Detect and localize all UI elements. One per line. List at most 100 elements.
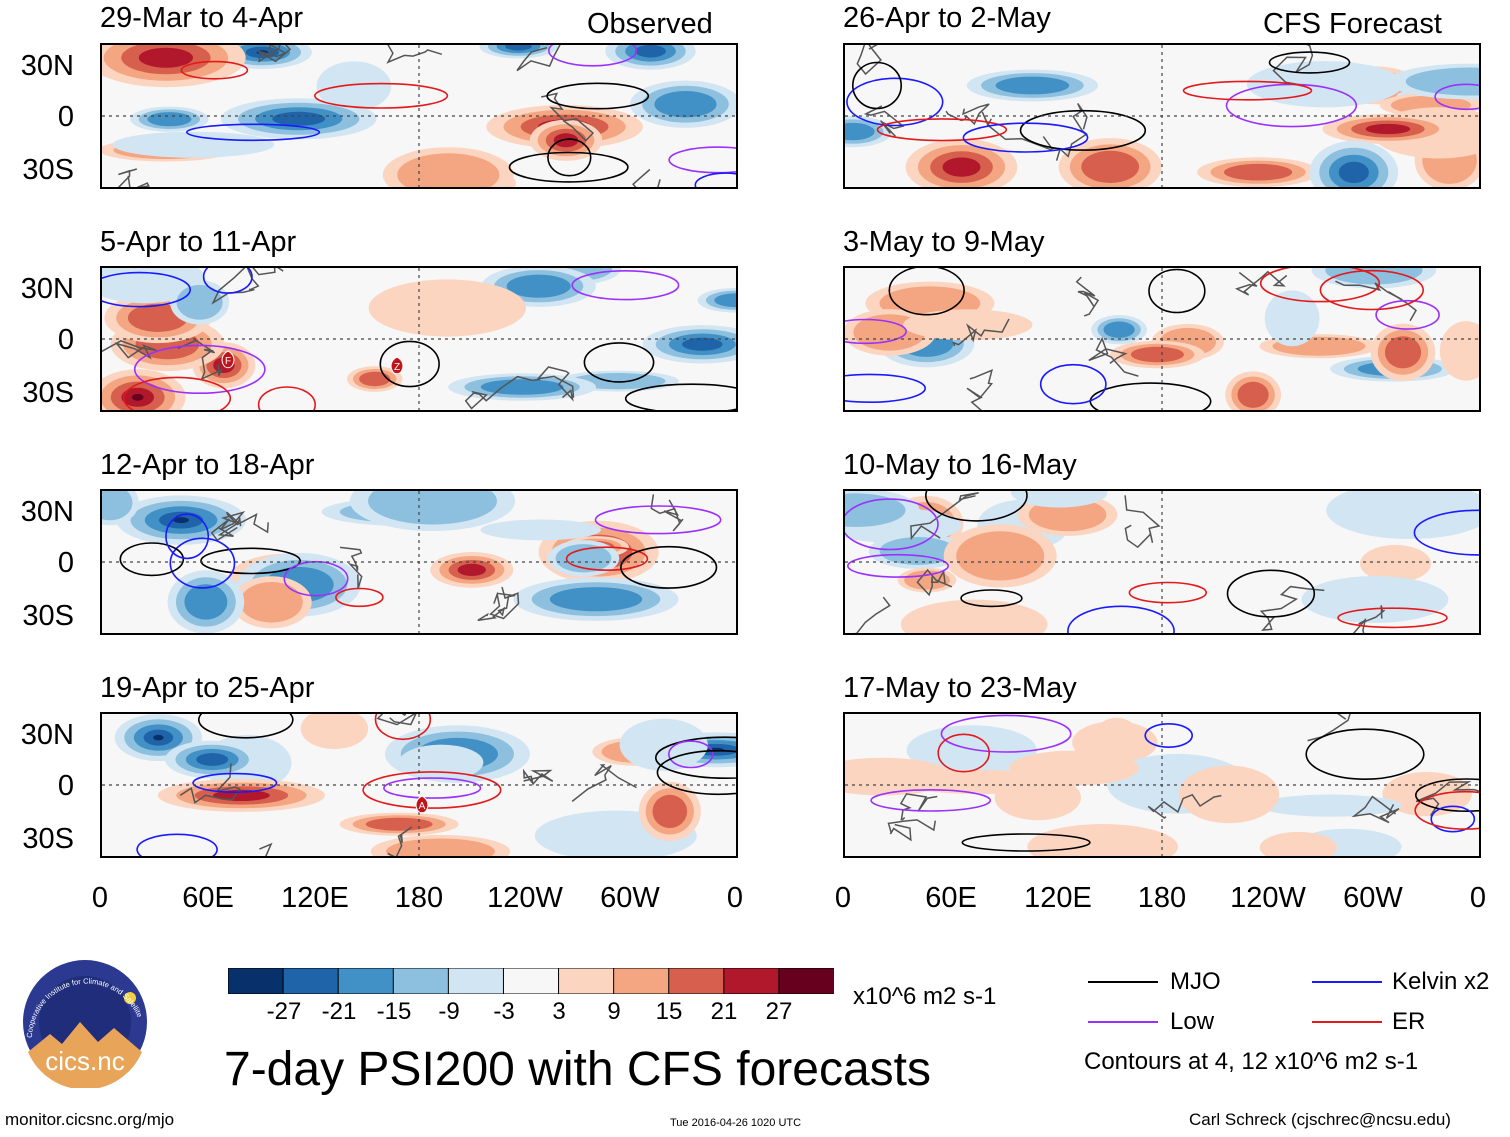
anomaly-shading [147,112,192,127]
legend-mjo-line [1088,970,1158,999]
coastline [1124,495,1161,549]
legend-low-label: Low [1170,1008,1215,1035]
contour-line [694,172,736,187]
footer-timestamp: Tue 2016-04-26 1020 UTC [670,1117,802,1129]
coastline [1259,585,1325,632]
anomaly-shading [906,725,1037,776]
lon-label: 60W [600,882,660,914]
contour-line [165,513,210,560]
contour-line [314,82,449,109]
lon-label: 180 [394,882,444,914]
contour-line [192,772,278,794]
coastline [522,768,554,786]
anomaly-shading [1237,381,1269,408]
contour-line [1434,83,1479,111]
legend-kelvin-label: Kelvin x2 [1392,968,1490,995]
map-graphic [102,268,736,410]
lon-label: 60E [182,882,234,914]
contour-line [937,733,990,773]
anomaly-shading [359,371,391,387]
anomaly-shading [480,379,564,395]
anomaly-shading [505,45,532,51]
anomaly-shading [457,563,486,576]
contour-line [119,542,185,577]
colorbar-tick: -3 [493,998,515,1025]
contour-line [870,789,992,812]
contour-line [186,123,321,142]
contour-line [1375,299,1440,330]
colorbar-swatch [282,967,340,995]
forecast-map-panel [843,43,1481,189]
colorbar-tick: 9 [607,998,621,1025]
observed-panel-1-title: 29-Mar to 4-Apr [100,2,304,34]
anomaly-shading [1439,321,1479,381]
lat-label-30s: 30S [22,154,74,186]
lat-label-30n: 30N [20,273,74,305]
lon-label: 0 [91,882,109,914]
coastline [1055,102,1088,161]
anomaly-shading [1103,321,1135,338]
lat-label-30s: 30S [22,823,74,855]
lat-label-eq: 0 [57,324,74,356]
contour-line [656,749,736,796]
colorbar-swatch [723,967,780,995]
colorbar-tick: -9 [438,998,460,1025]
anomaly-shading [1130,346,1184,363]
anomaly-shading [904,570,950,590]
coastline [863,105,905,137]
contour-line [1414,790,1479,830]
anomaly-shading [153,734,164,741]
cics-logo: Cooperative Institute for Climate and Sa… [8,951,160,1090]
anomaly-shading [1259,831,1337,856]
storm-marker-label: A [419,801,426,812]
lon-label: 60E [925,882,977,914]
contours-note: Contours at 4, 12 x10^6 m2 s-1 [1084,1048,1419,1075]
lon-label: 60W [1343,882,1403,914]
storm-marker: F [220,350,236,375]
colorbar-swatch [392,967,450,995]
contour-line [200,547,302,575]
coastline [966,369,994,410]
storm-marker-label: Z [394,362,400,373]
colorbar-tick: 15 [655,998,683,1025]
lon-label: 0 [726,882,744,914]
anomaly-shading [553,133,579,148]
contour-line [571,270,680,301]
storm-marker: Z [389,356,405,381]
anomaly-shading [398,744,484,781]
anomaly-shading [397,153,500,187]
map-graphic [102,45,736,187]
coastline [1307,714,1351,742]
map-graphic [845,268,1479,410]
coastline [910,492,979,541]
lat-label-30n: 30N [20,719,74,751]
lat-label-30s: 30S [22,600,74,632]
lon-label: 120E [281,882,349,914]
legend-low-line [1088,1010,1158,1039]
coastline [1351,795,1400,824]
anomaly-shading [619,718,708,771]
coastline [1234,270,1288,296]
contour-line [102,271,191,308]
colorbar-tick: 3 [552,998,566,1025]
colorbar-units: x10^6 m2 s-1 [853,983,997,1010]
coastline [916,568,953,597]
legend-er-line [1312,1010,1382,1039]
contour-line [655,736,736,779]
anomaly-shading [240,582,303,623]
coastline [1088,336,1139,377]
legend-er-label: ER [1392,1008,1426,1035]
contour-line [846,77,944,127]
forecast-panel-1-title: 26-Apr to 2-May [843,2,1051,34]
observed-map-panel [100,489,738,635]
contour-line [136,833,218,856]
forecast-map-panel [843,266,1481,412]
anomaly-shading [506,274,571,298]
observed-panel-2-title: 5-Apr to 11-Apr [100,226,297,258]
colorbar-tick: -21 [321,998,357,1025]
colorbar-swatch [227,967,285,995]
anomaly-shading [654,91,717,118]
anomaly-shading [549,587,643,612]
contour-line [1039,363,1107,405]
contour-line [362,771,502,809]
